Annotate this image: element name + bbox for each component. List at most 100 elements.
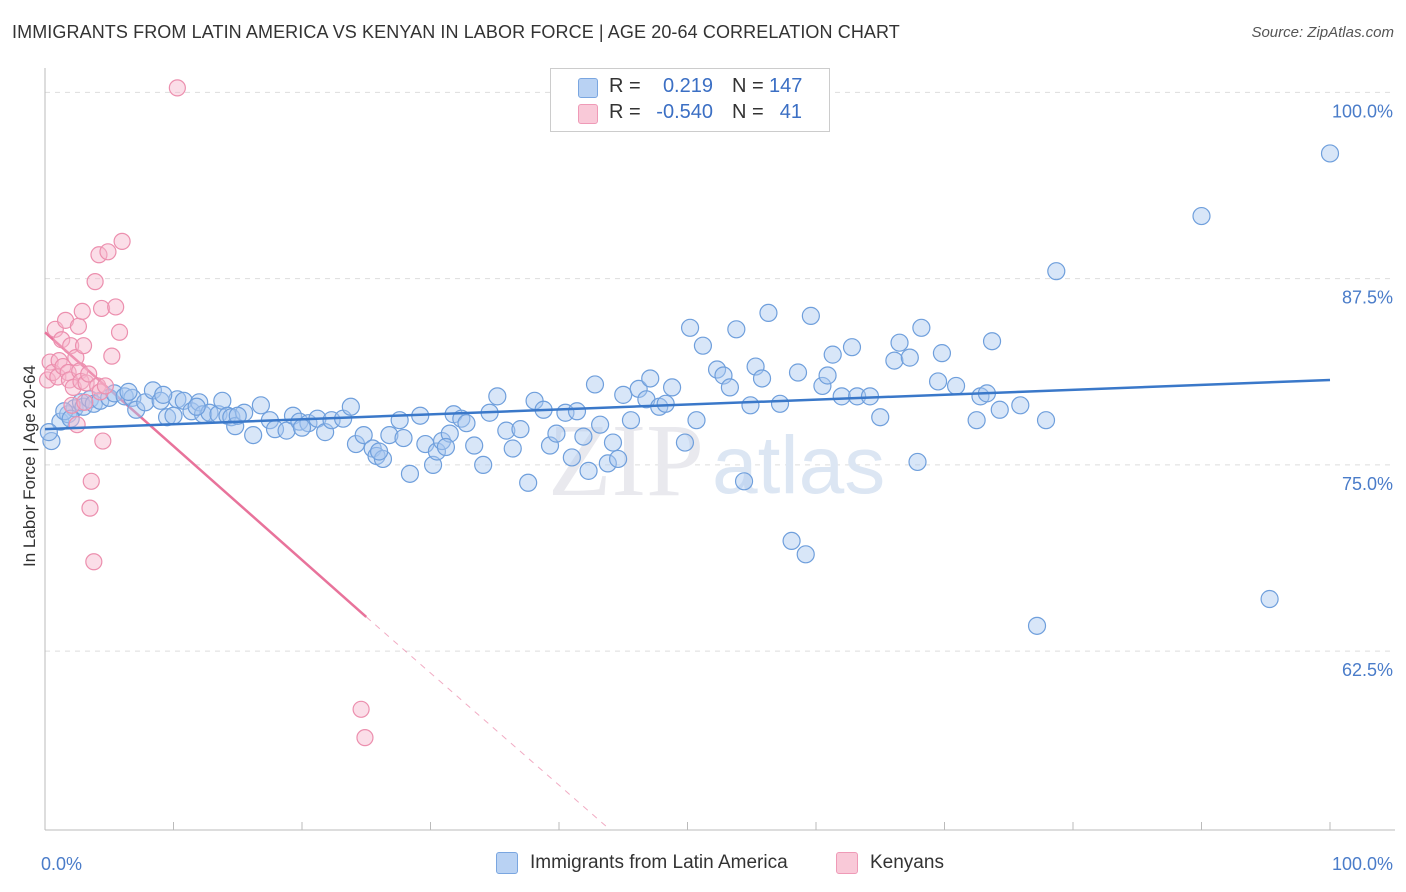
latin-america-point [154,385,173,404]
legend-item-kenyans[interactable]: Kenyans [836,852,944,874]
latin-america-point [51,412,70,431]
latin-america-point [741,396,760,415]
tick-labels: 62.5% 75.0% 87.5% 100.0% 0.0% 100.0% [41,101,1393,874]
watermark-atlas: atlas [712,420,885,511]
kenyans-point [110,323,129,341]
stats-n-value: 41 [779,101,802,123]
latin-america-point [752,369,772,388]
latin-america-point [912,318,931,337]
latin-america-point [370,442,389,461]
latin-america-point [823,345,842,364]
stats-row-latin-america: R = 0.219 N = 147 [551,75,829,101]
latin-america-point [591,415,610,434]
kenyans-point [68,416,86,434]
latin-america-point [400,464,420,483]
latin-america-point [562,448,581,467]
latin-america-point [788,363,808,382]
latin-america-point [168,390,187,409]
latin-america-point [621,411,641,430]
latin-america-point [1027,616,1047,635]
kenyans-point [92,299,111,318]
latin-america-point [187,397,206,416]
latin-america-point [244,425,263,445]
kenyans-point [99,243,117,261]
legend-label: Immigrants from Latin America [530,852,788,873]
latin-america-point [770,394,790,413]
latin-america-point [900,348,919,367]
kenyans-point [85,553,103,571]
kenyans-point [103,347,121,365]
latin-america-point [119,382,138,401]
latin-america-point [497,421,516,440]
latin-america-point [759,303,778,323]
latin-america-point [251,396,270,415]
latin-america-points [39,144,1340,635]
latin-america-trend-line [44,378,1331,431]
kenyans-point [107,298,125,316]
kenyans-trend-line [44,331,368,618]
latin-america-point [322,411,341,430]
latin-america-point [734,472,754,491]
y-tick-label: 100.0% [1332,101,1393,121]
latin-america-point [609,449,628,469]
kenyans-trend-extension [365,616,611,831]
latin-america-point [818,366,837,385]
stats-n-value: 147 [769,75,803,97]
latin-america-point [228,406,247,425]
latin-america-point [292,418,312,437]
kenyans-point [356,729,374,747]
latin-america-point [547,424,566,443]
latin-america-point [982,332,1002,351]
kenyans-point [74,337,93,355]
stats-r-value: -0.540 [656,101,713,123]
kenyans-point [94,432,112,450]
kenyans-point [76,393,94,411]
latin-america-point [796,545,815,564]
latin-america-point [871,408,890,427]
latin-america-point [946,376,966,396]
latin-america-point [720,378,740,397]
kenyans-point [86,273,104,291]
kenyans-point [53,331,71,349]
stats-box: R = 0.219 N = 147 R = -0.540 N = 41 [550,68,830,132]
latin-america-point [585,375,605,394]
latin-america-point [603,433,623,452]
legend-item-latin-america[interactable]: Immigrants from Latin America [496,852,788,874]
latin-america-point [890,333,909,352]
stats-swatch-blue [578,78,598,98]
latin-america-point [1011,396,1030,415]
latin-america-point [675,433,695,452]
kenyans-point [82,472,100,490]
latin-america-point [1320,144,1340,163]
latin-america-point [39,423,58,442]
latin-america-point [519,473,538,492]
latin-america-point [885,351,904,370]
kenyans-point [69,317,88,335]
latin-america-point [423,455,443,475]
chart-title: IMMIGRANTS FROM LATIN AMERICA VS KENYAN … [12,22,900,42]
kenyans-point [352,700,370,718]
latin-america-point [693,336,713,355]
latin-america-point [908,452,927,472]
kenyans-point [113,232,131,250]
latin-america-point [567,402,587,421]
latin-america-point [380,425,399,445]
latin-america-point [574,427,593,446]
latin-america-point [932,344,952,363]
latin-america-point [511,420,530,439]
kenyans-points [38,79,374,747]
latin-america-point [457,414,476,433]
stats-n-label: N = [732,75,764,97]
latin-america-point [782,531,801,551]
latin-america-point [474,455,493,475]
stats-row-kenyans: R = -0.540 N = 41 [551,101,829,127]
kenyans-point [81,499,99,517]
kenyans-point [73,302,91,321]
latin-america-point [427,442,447,461]
stats-r-value: 0.219 [662,75,713,97]
latin-america-point [801,306,820,325]
latin-america-point [1036,411,1056,430]
latin-america-point [687,411,706,430]
latin-america-point [440,424,459,443]
